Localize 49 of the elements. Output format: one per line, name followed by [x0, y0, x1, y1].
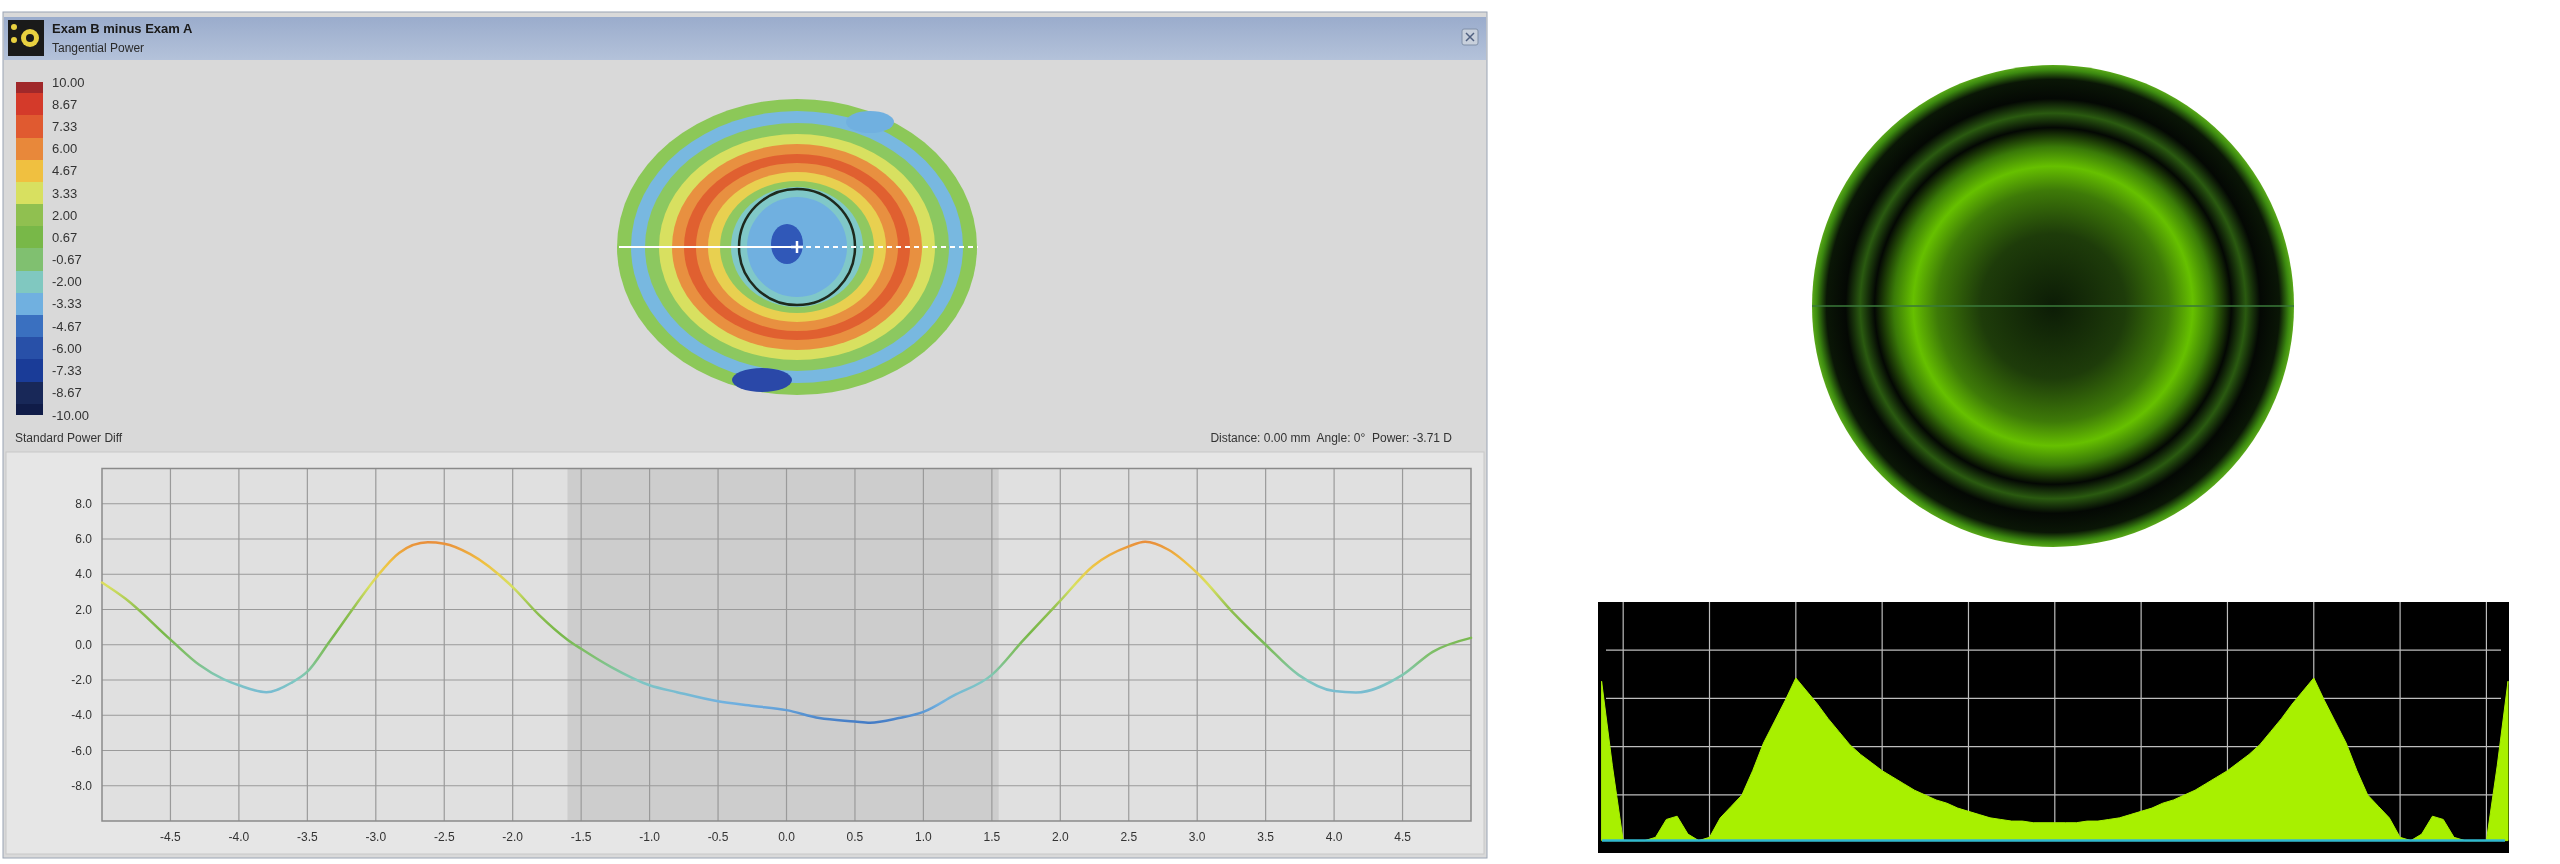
- x-tick-label: 2.0: [1051, 830, 1069, 844]
- color-bar-label: -8.67: [52, 385, 82, 401]
- x-tick-label: 3.0: [1188, 830, 1206, 844]
- x-tick-label: 0.0: [778, 830, 796, 844]
- x-tick-label: 3.5: [1257, 830, 1275, 844]
- color-bar-label: -4.67: [52, 318, 82, 334]
- x-tick-label: 4.5: [1394, 830, 1412, 844]
- x-tick-label: -0.5: [707, 830, 729, 844]
- color-bar-label: -6.00: [52, 340, 82, 356]
- x-tick-label: -1.5: [570, 830, 592, 844]
- x-tick-label: 0.5: [846, 830, 864, 844]
- y-tick-label: -2.0: [71, 673, 93, 687]
- y-tick-label: 4.0: [75, 567, 93, 582]
- x-tick-label: 1.0: [915, 830, 933, 844]
- chart-title: Exam B minus Exam A: [52, 21, 194, 36]
- y-tick-label: -8.0: [71, 778, 93, 793]
- x-tick-label: -2.5: [433, 830, 455, 844]
- y-tick-label: 2.0: [75, 602, 93, 617]
- chart-subtitle: Tangential Power: [52, 41, 145, 55]
- color-bar-title: Standard Power Diff: [15, 431, 123, 445]
- x-tick-label: 4.0: [1325, 830, 1343, 844]
- y-tick-label: 0.0: [75, 637, 93, 652]
- color-bar-label: 3.33: [52, 185, 78, 201]
- x-tick-label: -1.0: [639, 830, 661, 844]
- color-bar-label: 2.00: [52, 207, 78, 223]
- color-bar-label: -7.33: [52, 363, 82, 379]
- y-tick-label: -4.0: [71, 708, 93, 723]
- y-tick-label: 8.0: [75, 496, 93, 511]
- y-tick-label: 6.0: [75, 532, 93, 546]
- color-bar-label: 10.00: [52, 74, 85, 90]
- color-bar-label: -2.00: [52, 274, 82, 290]
- x-tick-label: 2.5: [1120, 830, 1138, 844]
- color-bar-label: 6.00: [52, 141, 78, 157]
- x-tick-label: 1.5: [983, 830, 1001, 844]
- color-bar-label: -10.00: [52, 407, 89, 423]
- color-bar-label: -0.67: [52, 252, 82, 268]
- text: Distance: 0.00 mm Angle: 0° Power: -3.71 D: [1210, 431, 1453, 445]
- x-tick-label: -4.5: [160, 830, 182, 844]
- line-series: [100, 540, 1473, 724]
- y-tick-label: -6.0: [71, 743, 93, 758]
- color-bar-label: -3.33: [52, 296, 82, 312]
- color-bar-label: 4.67: [52, 163, 78, 179]
- color-bar-label: 7.33: [52, 118, 78, 134]
- x-tick-label: -2.0: [502, 830, 524, 844]
- color-bar-label: 8.67: [52, 96, 78, 112]
- x-tick-label: -3.0: [365, 830, 387, 844]
- x-tick-label: -3.5: [297, 830, 319, 844]
- color-bar-label: 0.67: [52, 229, 78, 245]
- x-tick-label: -4.0: [228, 830, 250, 844]
